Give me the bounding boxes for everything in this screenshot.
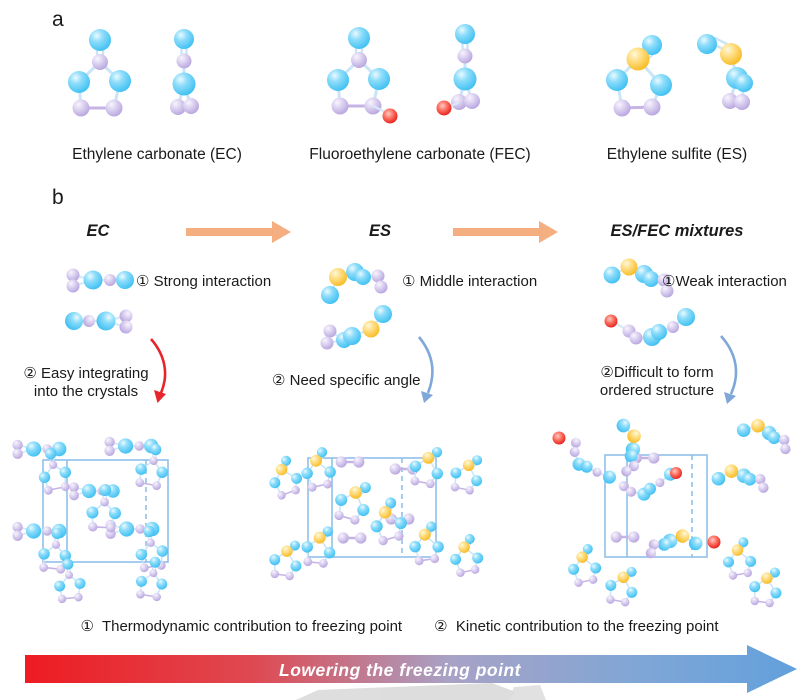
ec-molecule-front-view xyxy=(66,27,133,118)
behavior-note-ec-line2: into the crystals xyxy=(33,383,139,400)
column-title-mixtures: ES/FEC mixtures xyxy=(610,222,744,240)
column-title-es: ES xyxy=(368,222,392,240)
interaction-note-mixtures: ①Weak interaction xyxy=(662,273,787,290)
fluorine-atom xyxy=(552,431,566,445)
interaction-note-ec: ① Strong interaction xyxy=(136,273,272,290)
molecule-label-fec: Fluoroethylene carbonate (FEC) xyxy=(309,146,531,163)
fec-molecule-front-view xyxy=(325,25,398,124)
blue-curved-arrow-es xyxy=(417,336,434,403)
es-molecule-side-view xyxy=(695,32,755,112)
es-molecule-front-view xyxy=(604,33,674,118)
es-crystal-structure xyxy=(261,441,489,584)
watermark-shape xyxy=(296,683,546,700)
fluorine-atom xyxy=(382,108,398,124)
behavior-note-mixtures-line2: ordered structure xyxy=(599,382,715,399)
molecule-label-ec: Ethylene carbonate (EC) xyxy=(72,146,242,163)
blue-curved-arrow-mixtures xyxy=(720,335,738,404)
fluorine-atom xyxy=(670,467,682,479)
behavior-note-mixtures: ②Difficult to form ordered structure xyxy=(600,364,714,400)
red-curved-arrow xyxy=(150,338,167,403)
es-molecule-pair xyxy=(319,261,392,350)
legend-thermodynamic: ① Thermodynamic contribution to freezing… xyxy=(80,618,403,635)
fluorine-atom xyxy=(436,100,452,116)
panel-b-label: b xyxy=(52,186,64,209)
legend-kinetic: ② Kinetic contribution to the freezing p… xyxy=(434,618,719,635)
column-title-ec: EC xyxy=(86,222,110,240)
ec-molecule-side-view xyxy=(168,27,201,117)
behavior-note-ec-line1: ② Easy integrating xyxy=(23,365,149,382)
es-fec-molecule-pair xyxy=(602,257,695,346)
molecule-label-es: Ethylene sulfite (ES) xyxy=(606,146,748,163)
behavior-note-es: ② Need specific angle xyxy=(272,372,421,389)
fec-molecule-chain xyxy=(604,308,695,346)
interaction-note-es: ① Middle interaction xyxy=(402,273,538,290)
transition-arrow-ec-to-es xyxy=(186,221,291,243)
es-fec-disordered-structure xyxy=(552,413,796,611)
ec-molecule-pair xyxy=(63,267,136,335)
transition-arrow-es-to-mixtures xyxy=(453,221,558,243)
freezing-arrow-label: Lowering the freezing point xyxy=(279,660,521,680)
panel-a-label: a xyxy=(52,8,64,31)
behavior-note-mixtures-line1: ②Difficult to form xyxy=(600,364,714,381)
behavior-note-ec: ② Easy integrating into the crystals xyxy=(23,365,148,401)
ec-crystal-structure xyxy=(11,435,174,605)
contribution-legend: ① Thermodynamic contribution to freezing… xyxy=(0,617,799,635)
fluorine-atom xyxy=(707,535,721,549)
fec-molecule-side-view xyxy=(436,22,482,116)
freezing-point-gradient-arrow xyxy=(25,645,797,693)
